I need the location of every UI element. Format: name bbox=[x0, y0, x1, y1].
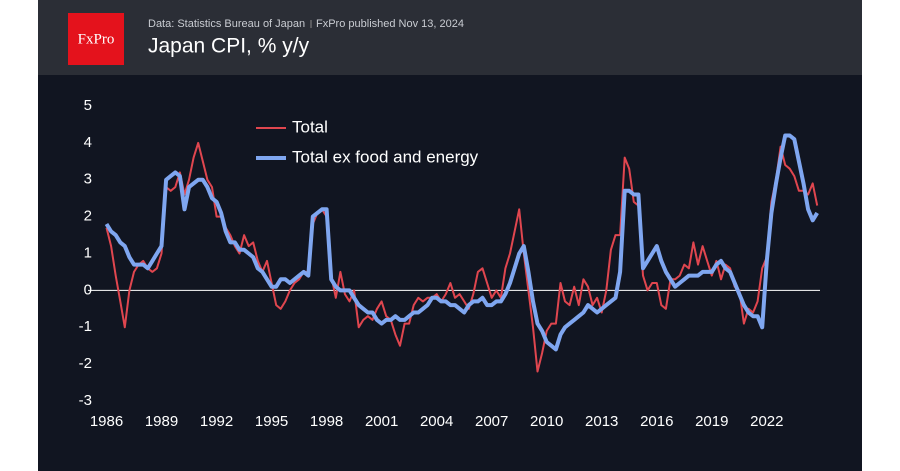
x-tick-label: 1986 bbox=[90, 413, 123, 430]
y-tick-label: -3 bbox=[79, 392, 92, 409]
y-tick-label: 3 bbox=[84, 171, 92, 188]
x-tick-label: 1998 bbox=[310, 413, 343, 430]
legend-label: Total bbox=[292, 117, 328, 136]
y-tick-label: -1 bbox=[79, 318, 92, 335]
logo-box bbox=[68, 13, 124, 65]
x-tick-label: 2001 bbox=[365, 413, 398, 430]
logo: FxPro bbox=[78, 31, 115, 47]
y-tick-label: 5 bbox=[84, 97, 92, 114]
published: FxPro published Nov 13, 2024 bbox=[316, 18, 464, 30]
x-tick-label: 2004 bbox=[420, 413, 453, 430]
source: Data: Statistics Bureau of Japan bbox=[148, 18, 305, 30]
y-tick-label: 0 bbox=[84, 281, 92, 298]
x-tick-label: 2019 bbox=[695, 413, 728, 430]
series-line bbox=[104, 133, 819, 352]
legend-label: Total ex food and energy bbox=[292, 147, 479, 166]
x-tick-label: 2022 bbox=[750, 413, 783, 430]
header bbox=[38, 0, 862, 75]
x-tick-label: 2016 bbox=[640, 413, 673, 430]
y-tick-label: -2 bbox=[79, 355, 92, 372]
x-tick-label: 1989 bbox=[145, 413, 178, 430]
x-tick-label: 1992 bbox=[200, 413, 233, 430]
y-tick-label: 1 bbox=[84, 244, 92, 261]
x-tick-label: 2010 bbox=[530, 413, 563, 430]
x-tick-label: 2013 bbox=[585, 413, 618, 430]
x-tick-label: 2007 bbox=[475, 413, 508, 430]
x-tick-label: 1995 bbox=[255, 413, 288, 430]
chart-title: Japan CPI, % y/y bbox=[148, 35, 310, 58]
y-tick-label: 4 bbox=[84, 134, 92, 151]
y-tick-label: 2 bbox=[84, 208, 92, 225]
panel bbox=[38, 0, 862, 471]
